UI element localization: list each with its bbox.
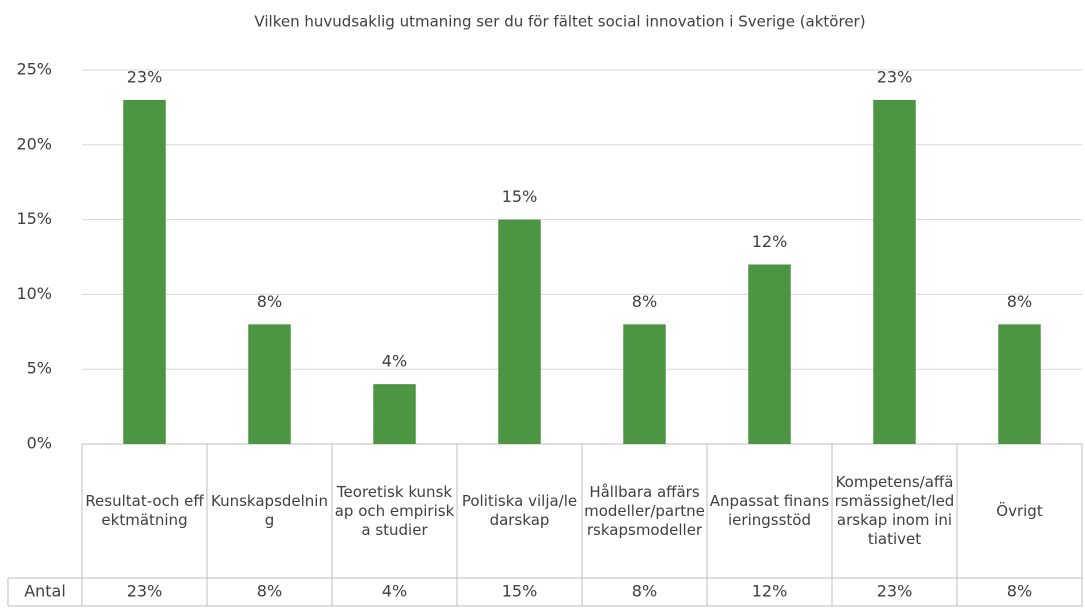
data-label: 8% [632, 292, 657, 311]
data-label: 23% [877, 67, 913, 86]
x-tick-label: Politiska vilja/ledarskap [461, 492, 578, 529]
y-tick-label: 5% [27, 359, 52, 378]
table-value: 8% [1007, 582, 1032, 601]
y-tick-label: 10% [16, 284, 52, 303]
x-tick-label: Teoretisk kunskap och empiriska studier [334, 482, 455, 539]
x-tick-label: Anpassat finansieringsstöd [709, 492, 830, 529]
bar [748, 264, 791, 444]
data-label: 12% [752, 232, 788, 251]
category-label: Hållbara affärsmodeller/partnerskapsmode… [584, 482, 705, 539]
table-value: 23% [877, 582, 913, 601]
y-tick-label: 25% [16, 60, 52, 79]
data-label: 8% [257, 292, 282, 311]
table-value: 8% [632, 582, 657, 601]
x-tick-label: Övrigt [996, 501, 1043, 520]
bar [498, 219, 541, 444]
y-tick-label: 0% [27, 434, 52, 453]
table-row-label: Antal [24, 582, 66, 601]
category-label: Anpassat finansieringsstöd [709, 492, 830, 529]
chart-title: Vilken huvudsaklig utmaning ser du för f… [254, 13, 865, 31]
data-label: 23% [127, 67, 163, 86]
category-label: Övrigt [996, 501, 1043, 520]
bar [373, 384, 416, 444]
data-label: 8% [1007, 292, 1032, 311]
bar [123, 99, 166, 445]
bar [623, 324, 666, 444]
y-tick-label: 20% [16, 134, 52, 153]
table-value: 8% [257, 582, 282, 601]
category-label: Kompetens/affärsmässighet/ledarskap inom… [834, 473, 955, 548]
data-label: 15% [502, 187, 538, 206]
y-tick-label: 15% [16, 209, 52, 228]
x-tick-label: Hållbara affärsmodeller/partnerskapsmode… [584, 482, 705, 539]
table-value: 23% [127, 582, 163, 601]
table-value: 12% [752, 582, 788, 601]
category-label: Resultat-och effektmätning [85, 492, 204, 529]
data-label: 4% [382, 352, 407, 371]
x-tick-label: Kompetens/affärsmässighet/ledarskap inom… [834, 473, 955, 548]
category-label: Politiska vilja/ledarskap [461, 492, 578, 529]
bar [998, 324, 1041, 444]
table-value: 4% [382, 582, 407, 601]
x-tick-label: Kunskapsdelning [211, 492, 328, 529]
category-label: Teoretisk kunskap och empiriska studier [334, 482, 455, 539]
x-tick-label: Resultat-och effektmätning [85, 492, 204, 529]
bar [873, 99, 916, 445]
bar [248, 324, 291, 444]
category-label: Kunskapsdelning [211, 492, 328, 529]
table-value: 15% [502, 582, 538, 601]
